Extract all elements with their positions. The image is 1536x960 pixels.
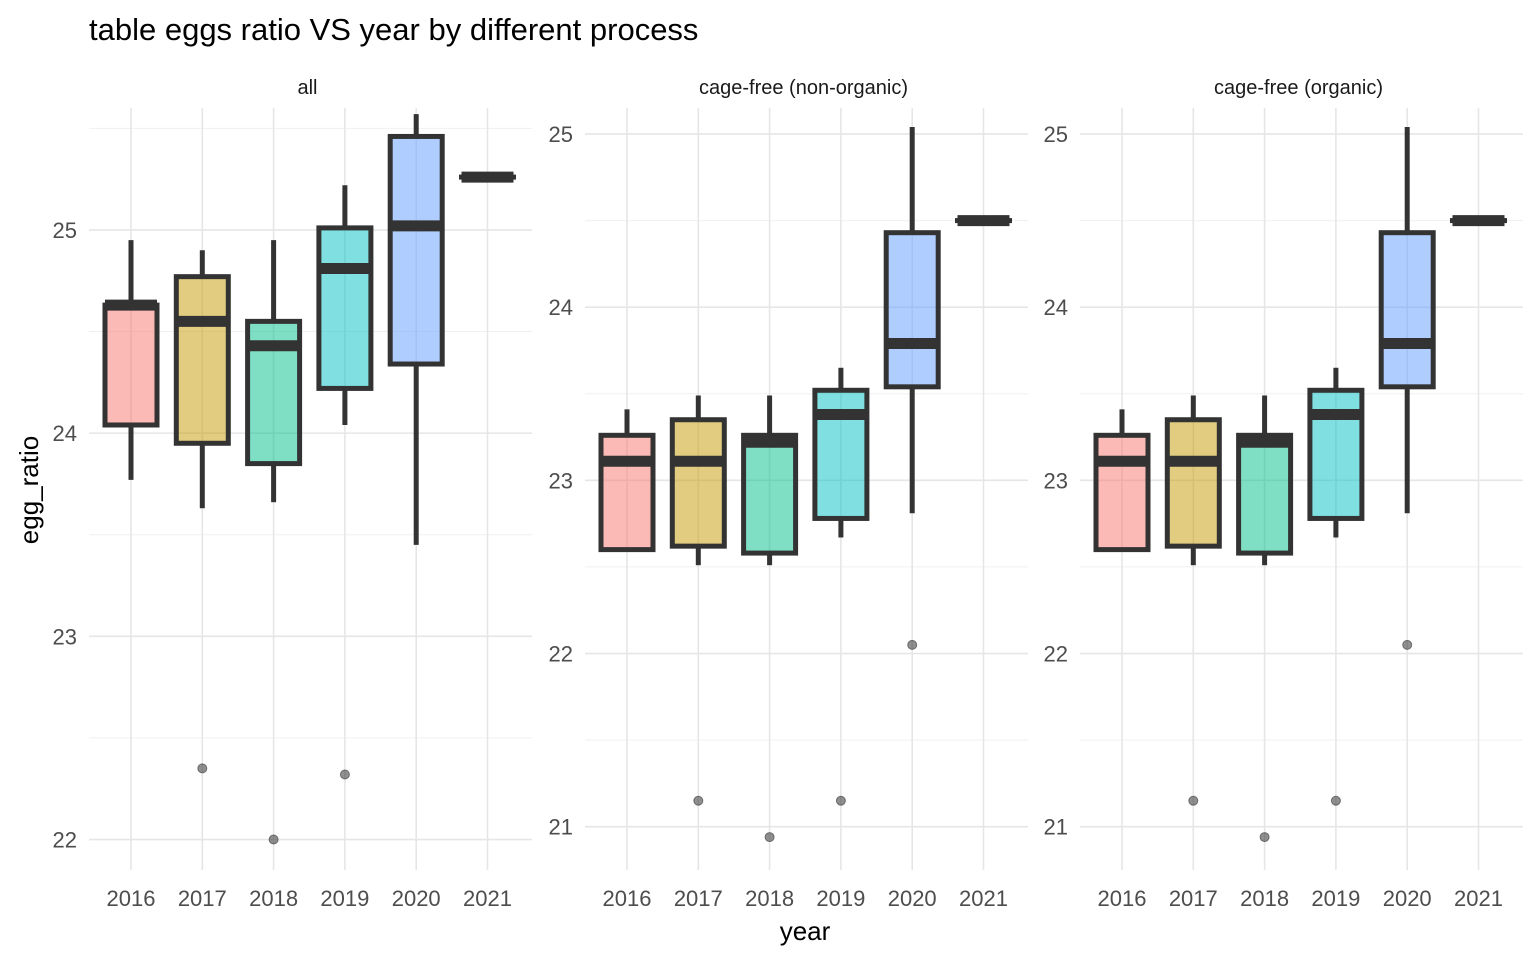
x-tick-label: 2017 [674, 886, 723, 911]
box-2019 [812, 367, 870, 806]
y-tick-label: 25 [549, 122, 573, 147]
facet-panel-2: 21 22 23 24 25 2016 2017 2018 2019 2020 2021 cage-f… [549, 77, 1028, 911]
x-tick-label: 2019 [816, 886, 865, 911]
y-tick-label: 22 [549, 642, 573, 667]
y-tick-label: 23 [53, 624, 77, 649]
box-2016 [1093, 409, 1151, 553]
box-2019 [1307, 367, 1365, 806]
box-2017 [173, 250, 231, 774]
x-axis-title: year [780, 916, 831, 946]
box-body [883, 230, 941, 390]
box-2020 [387, 114, 445, 545]
x-tick-label: 2016 [603, 886, 652, 911]
box-body [173, 274, 231, 446]
box-2018 [1236, 395, 1294, 843]
box-2016 [598, 409, 656, 553]
y-tick-label: 25 [53, 218, 77, 243]
x-tick-label: 2016 [107, 886, 156, 911]
box-body [1236, 432, 1294, 556]
y-tick-label: 25 [1044, 122, 1068, 147]
outlier-point [1402, 639, 1413, 650]
box-body [669, 417, 727, 549]
y-tick-label: 23 [549, 468, 573, 493]
facet-panel-3: 21 22 23 24 25 2016 2017 2018 2019 2020 2021 cage-f… [1044, 77, 1523, 911]
y-tick-label: 22 [1044, 642, 1068, 667]
box-body [102, 302, 160, 428]
chart-title: table eggs ratio VS year by different pr… [89, 12, 698, 47]
y-tick-label: 22 [53, 828, 77, 853]
outlier-point [1188, 795, 1199, 806]
box-2020 [1378, 127, 1436, 650]
outlier-point [693, 795, 704, 806]
y-tick-label: 24 [1044, 295, 1068, 320]
box-2020 [883, 127, 941, 650]
facet-strip-label: cage-free (organic) [1214, 77, 1383, 99]
box-body [387, 133, 445, 367]
y-axis-title: egg_ratio [14, 436, 44, 544]
x-tick-label: 2020 [888, 886, 937, 911]
y-tick-label: 21 [549, 815, 573, 840]
x-tick-label: 2018 [1240, 886, 1289, 911]
outlier-point [1330, 795, 1341, 806]
outlier-point [764, 832, 775, 843]
box-2017 [669, 395, 727, 806]
facet-strip-label: cage-free (non-organic) [699, 77, 908, 99]
box-body [741, 432, 799, 556]
outlier-point [907, 639, 918, 650]
x-tick-label: 2020 [1383, 886, 1432, 911]
box-body [598, 432, 656, 553]
facet-panel-1: 22 23 24 25 2016 2017 2018 2019 2020 2021 all [53, 77, 532, 911]
facet-strip-label: all [297, 77, 317, 99]
y-tick-label: 21 [1044, 815, 1068, 840]
box-2018 [741, 395, 799, 843]
box-2019 [316, 185, 374, 780]
x-tick-label: 2016 [1098, 886, 1147, 911]
y-tick-label: 24 [549, 295, 573, 320]
x-tick-label: 2021 [1454, 886, 1503, 911]
box-2017 [1164, 395, 1222, 806]
outlier-point [339, 769, 350, 780]
box-2018 [245, 240, 303, 845]
x-tick-label: 2021 [959, 886, 1008, 911]
y-tick-label: 24 [53, 421, 77, 446]
x-tick-label: 2019 [320, 886, 369, 911]
box-body [1093, 432, 1151, 553]
x-tick-label: 2018 [745, 886, 794, 911]
outlier-point [1259, 832, 1270, 843]
outlier-point [268, 834, 279, 845]
x-tick-label: 2018 [249, 886, 298, 911]
outlier-point [197, 763, 208, 774]
outlier-point [835, 795, 846, 806]
box-body [1378, 230, 1436, 390]
x-tick-label: 2019 [1311, 886, 1360, 911]
box-2016 [102, 240, 160, 480]
x-tick-label: 2017 [1169, 886, 1218, 911]
x-tick-label: 2020 [392, 886, 441, 911]
box-body [316, 225, 374, 391]
x-tick-label: 2017 [178, 886, 227, 911]
y-tick-label: 23 [1044, 468, 1068, 493]
x-tick-label: 2021 [463, 886, 512, 911]
box-body [1164, 417, 1222, 549]
